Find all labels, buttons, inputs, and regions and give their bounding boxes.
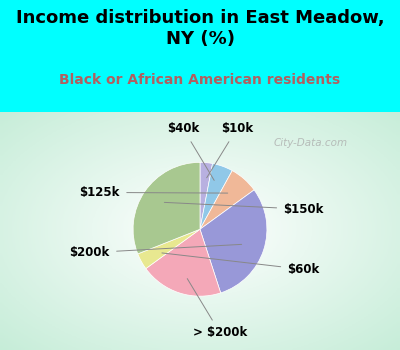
Text: $10k: $10k — [207, 122, 253, 178]
Text: City-Data.com: City-Data.com — [273, 138, 348, 148]
Text: > $200k: > $200k — [187, 279, 247, 340]
Text: Black or African American residents: Black or African American residents — [60, 74, 340, 88]
Text: $200k: $200k — [70, 244, 242, 259]
Wedge shape — [200, 170, 254, 229]
Text: $40k: $40k — [167, 122, 214, 180]
Wedge shape — [138, 229, 200, 268]
Wedge shape — [200, 162, 212, 229]
Wedge shape — [146, 229, 221, 296]
Wedge shape — [133, 162, 200, 254]
Wedge shape — [200, 163, 232, 229]
Text: $125k: $125k — [80, 186, 228, 199]
Text: Income distribution in East Meadow,
NY (%): Income distribution in East Meadow, NY (… — [16, 9, 384, 48]
Text: $150k: $150k — [164, 202, 324, 216]
Text: $60k: $60k — [162, 253, 320, 276]
Wedge shape — [200, 190, 267, 293]
